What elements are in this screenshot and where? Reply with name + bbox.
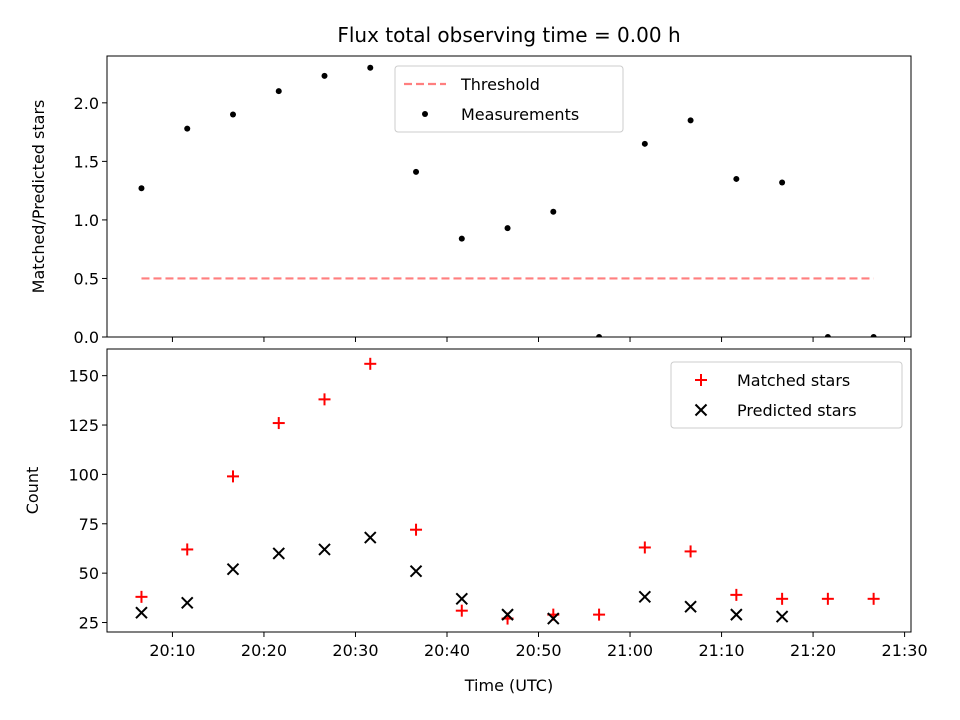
legend-box xyxy=(670,361,903,429)
measurement-point xyxy=(138,185,145,192)
matched-star-point xyxy=(455,604,468,617)
measurement-point xyxy=(550,208,557,215)
legend-2: Matched stars Predicted stars xyxy=(670,361,903,429)
x-b xyxy=(181,596,194,609)
y-tick-label: 125 xyxy=(68,416,99,435)
y-tick-label: 75 xyxy=(79,515,99,534)
legend-label: Threshold xyxy=(460,75,540,94)
y-tick-label: 1.0 xyxy=(74,211,99,230)
measurement-point xyxy=(458,235,465,242)
matched-star-point xyxy=(593,608,606,621)
matched-star-point xyxy=(135,590,148,603)
x-tick-label: 21:20 xyxy=(790,641,836,660)
y-tick-label: 25 xyxy=(79,614,99,633)
predicted-star-point xyxy=(775,610,789,623)
matched-star-point xyxy=(638,541,651,554)
y-tick-label: 0.0 xyxy=(74,328,99,347)
measurement-point xyxy=(641,140,648,147)
predicted-star-point xyxy=(455,592,468,606)
matched-star-point xyxy=(730,588,743,601)
predicted-star-point xyxy=(730,608,743,621)
y-tick-label: 1.5 xyxy=(74,152,99,171)
x-tick-label: 21:10 xyxy=(698,641,744,660)
measurement-point xyxy=(321,72,328,79)
x-b xyxy=(409,564,423,578)
legend-label: Matched stars xyxy=(737,371,850,390)
matched-star-point xyxy=(181,543,194,556)
matched-star-point xyxy=(318,393,331,406)
plot-frame-1 xyxy=(106,55,912,338)
x-b xyxy=(730,608,743,621)
matched-star-point xyxy=(272,417,285,430)
x-b xyxy=(684,600,697,613)
predicted-star-point xyxy=(226,562,240,576)
y-axis-label: Count xyxy=(23,467,42,515)
predicted-star-point xyxy=(501,608,514,621)
x-axis-label: Time (UTC) xyxy=(464,676,553,695)
x-tick-label: 20:40 xyxy=(424,641,470,660)
measurement-point xyxy=(413,168,420,175)
measurement-point xyxy=(184,125,191,132)
x-b xyxy=(501,608,514,621)
measurement-point xyxy=(733,175,740,182)
x-b xyxy=(272,547,285,560)
measurement-point xyxy=(687,117,694,124)
matched-star-point xyxy=(226,470,239,483)
legend-label: Predicted stars xyxy=(737,401,857,420)
y-tick-label: 100 xyxy=(68,465,99,484)
measurement-point xyxy=(275,88,282,95)
legend-measurement-swatch xyxy=(422,111,428,117)
x-b xyxy=(638,590,652,604)
matched-star-point xyxy=(867,592,880,605)
measurement-point xyxy=(367,64,374,71)
x-tick-label: 20:20 xyxy=(241,641,287,660)
x-b xyxy=(364,531,377,544)
x-tick-label: 21:30 xyxy=(882,641,928,660)
matched-star-point xyxy=(410,523,423,536)
x-b xyxy=(547,612,560,625)
plot-frame-2 xyxy=(106,348,912,633)
predicted-star-point xyxy=(409,564,423,578)
predicted-star-point xyxy=(547,612,560,625)
measurement-point xyxy=(229,111,236,118)
predicted-star-point xyxy=(272,547,285,560)
predicted-star-point xyxy=(181,596,194,609)
y-axis-label: Matched/Predicted stars xyxy=(29,100,48,294)
legend-box xyxy=(394,65,624,133)
legend-x-b xyxy=(694,403,708,417)
x-b xyxy=(775,610,789,623)
x-b xyxy=(318,543,331,556)
matched-star-point xyxy=(684,545,697,558)
measurement-point xyxy=(824,334,831,337)
measurement-point xyxy=(870,334,877,337)
x-b xyxy=(226,562,240,576)
y-tick-label: 50 xyxy=(79,564,99,583)
predicted-star-point xyxy=(364,531,377,544)
predicted-star-point xyxy=(135,606,148,619)
chart-title: Flux total observing time = 0.00 h xyxy=(337,23,680,47)
predicted-star-point xyxy=(638,590,652,604)
y-tick-label: 0.5 xyxy=(74,269,99,288)
matched-star-point xyxy=(776,592,789,605)
x-tick-label: 21:00 xyxy=(607,641,653,660)
legend-label: Measurements xyxy=(461,105,579,124)
matched-star-point xyxy=(821,592,834,605)
measurement-point xyxy=(596,334,603,337)
y-tick-label: 150 xyxy=(68,367,99,386)
y-tick-label: 2.0 xyxy=(74,94,99,113)
predicted-star-point xyxy=(684,600,697,613)
measurement-point xyxy=(779,179,786,186)
x-b xyxy=(455,592,468,606)
x-tick-label: 20:10 xyxy=(149,641,195,660)
x-tick-label: 20:30 xyxy=(332,641,378,660)
legend-1: Threshold Measurements xyxy=(394,65,624,133)
measurement-point xyxy=(504,225,511,232)
x-b xyxy=(135,606,148,619)
matched-star-point xyxy=(364,357,377,370)
x-tick-label: 20:50 xyxy=(515,641,561,660)
predicted-star-point xyxy=(318,543,331,556)
